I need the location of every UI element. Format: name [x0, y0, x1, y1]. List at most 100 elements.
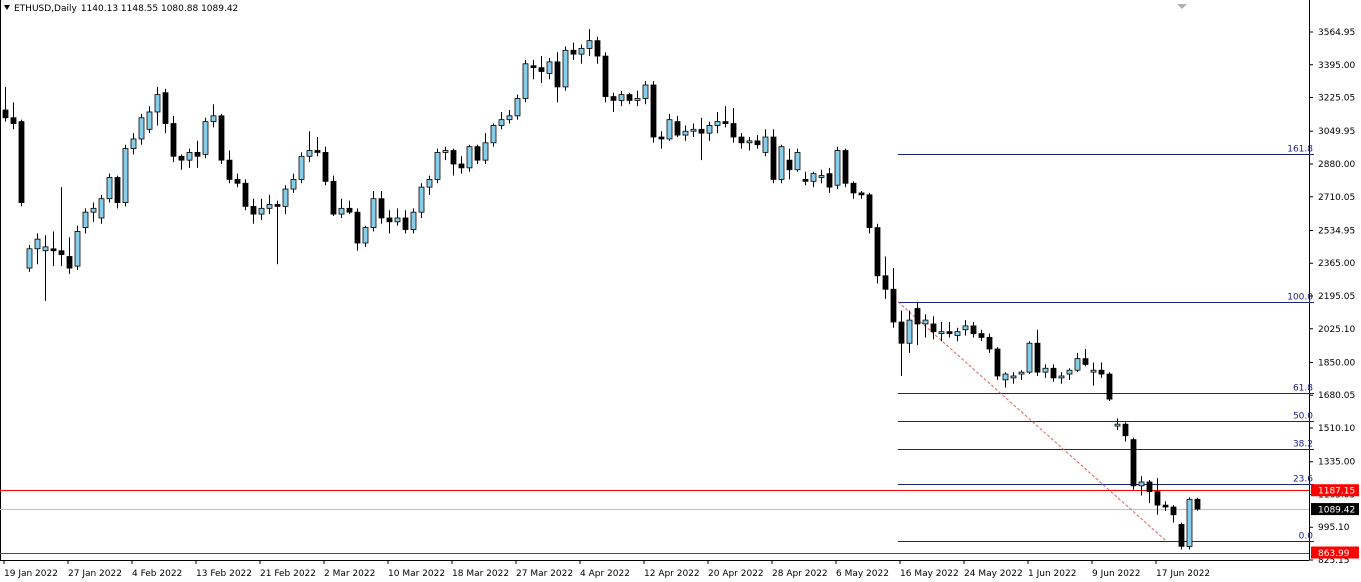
candle-body-bull — [706, 125, 713, 134]
candle — [538, 56, 545, 84]
candle — [290, 173, 297, 193]
candle-body-bull — [146, 111, 153, 130]
price-tag-label: 1187.15 — [1318, 487, 1355, 497]
candle-body-bull — [1114, 423, 1121, 427]
candle-body-bull — [578, 47, 585, 55]
candle-body-bull — [562, 49, 569, 88]
candle — [194, 140, 201, 168]
candle — [466, 144, 473, 172]
candle — [482, 133, 489, 164]
candle-body-bear — [898, 321, 905, 344]
candle — [1146, 480, 1153, 504]
candle-body-bull — [1018, 371, 1025, 375]
candle-body-bear — [1162, 504, 1169, 508]
candle — [1130, 437, 1137, 490]
candle — [378, 190, 385, 224]
candle — [234, 173, 241, 188]
candle-body-bull — [90, 207, 97, 213]
candle-body-bear — [722, 121, 729, 124]
candle-body-bull — [1010, 375, 1017, 379]
candle-body-bull — [634, 98, 641, 101]
candle-body-bear — [770, 136, 777, 180]
candle — [546, 58, 553, 80]
y-tick-label: 1850.00 — [1318, 358, 1355, 368]
candle-body-bull — [122, 148, 129, 203]
x-tick-label: 2 Mar 2022 — [324, 569, 375, 579]
candle-body-bear — [826, 173, 833, 188]
candle — [562, 46, 569, 91]
candle — [722, 106, 729, 128]
candle — [154, 86, 161, 126]
candle — [250, 198, 257, 224]
candle-body-bull — [818, 175, 825, 178]
candle-body-bull — [1090, 369, 1097, 373]
candle — [978, 329, 985, 342]
candle — [410, 208, 417, 234]
candle — [114, 175, 121, 209]
candle — [1010, 372, 1017, 384]
candle — [658, 131, 665, 149]
candle-body-bear — [802, 179, 809, 182]
x-tick-label: 4 Feb 2022 — [132, 569, 182, 579]
candle — [226, 150, 233, 184]
candle-body-bear — [10, 117, 17, 124]
candle — [578, 44, 585, 64]
candle-body-bull — [938, 331, 945, 334]
candle-body-bear — [194, 152, 201, 157]
candle-body-bear — [730, 123, 737, 138]
candle-body-bull — [202, 121, 209, 155]
candle — [922, 314, 929, 338]
candle-body-bear — [866, 194, 873, 228]
candle-body-bull — [138, 117, 145, 140]
candle — [146, 106, 153, 134]
candle — [370, 190, 377, 232]
candle-body-bull — [266, 204, 273, 209]
y-tick-label: 1680.05 — [1318, 391, 1355, 401]
candle-body-bull — [1186, 498, 1193, 547]
x-tick-label: 6 May 2022 — [836, 569, 889, 579]
candle — [818, 169, 825, 184]
y-tick-label: 2195.05 — [1318, 292, 1355, 302]
candle — [26, 244, 33, 272]
candle — [1018, 370, 1025, 380]
candle-body-bull — [794, 152, 801, 171]
x-tick-label: 20 Apr 2022 — [708, 569, 764, 579]
candle — [458, 156, 465, 174]
shift-marker-icon[interactable] — [1177, 4, 1187, 9]
candle — [42, 235, 49, 301]
candle — [866, 192, 873, 234]
candle — [1058, 372, 1065, 384]
candle-body-bull — [74, 231, 81, 267]
candle-body-bear — [738, 136, 745, 144]
candle — [930, 316, 937, 340]
candle — [138, 113, 145, 145]
candle — [698, 117, 705, 161]
dropdown-caret-icon[interactable] — [4, 5, 10, 10]
candle-body-bear — [402, 217, 409, 230]
candle-body-bull — [642, 84, 649, 99]
candle — [610, 92, 617, 112]
candle-body-bull — [426, 179, 433, 188]
candle — [842, 148, 849, 188]
candle — [682, 125, 689, 141]
candle — [666, 113, 673, 141]
candle — [1082, 349, 1089, 367]
candle — [202, 117, 209, 159]
candle-body-bear — [970, 325, 977, 334]
candle — [874, 223, 881, 284]
candle-body-bull — [1138, 481, 1145, 487]
y-tick-label: 3564.95 — [1318, 28, 1355, 38]
candle — [890, 268, 897, 328]
candle — [354, 208, 361, 251]
candle — [282, 185, 289, 215]
y-tick-label: 2025.10 — [1318, 325, 1355, 335]
candle — [810, 171, 817, 188]
candle — [346, 200, 353, 215]
candle — [178, 154, 185, 170]
candle-body-bull — [410, 211, 417, 230]
candle — [306, 131, 313, 163]
candle-body-bear — [170, 123, 177, 157]
candle — [826, 167, 833, 193]
candle — [602, 52, 609, 103]
